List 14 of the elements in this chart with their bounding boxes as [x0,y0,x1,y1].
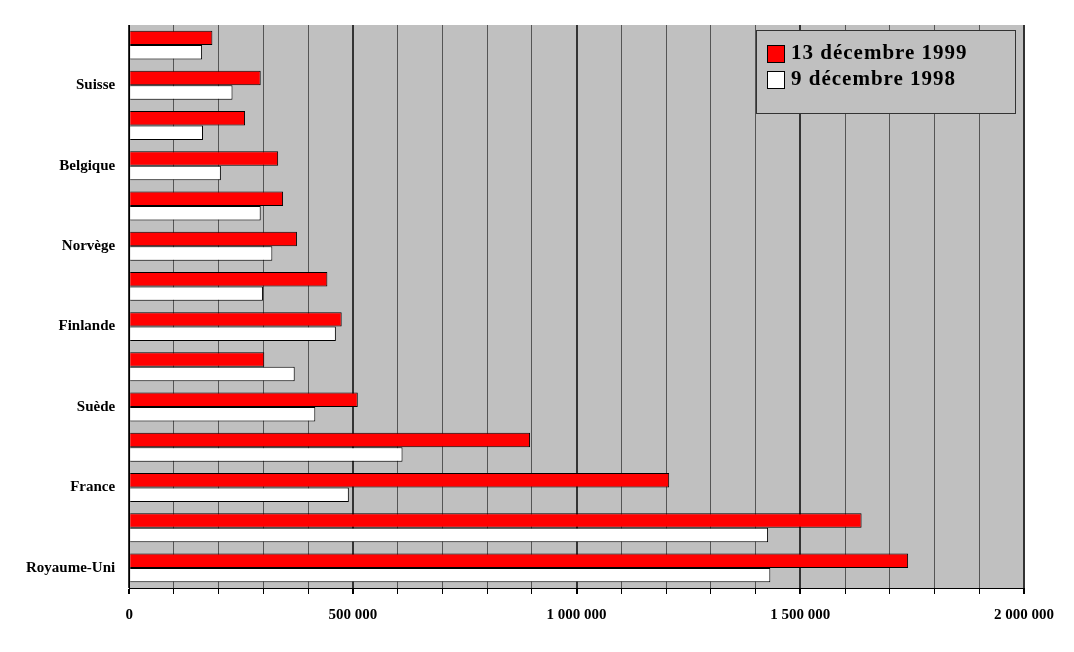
x-tick-label: 1 500 000 [770,605,831,622]
y-tick-label: Suède [76,397,116,414]
x-tick-label: 1 000 000 [546,605,607,622]
x-tick-label: 0 [125,605,133,622]
y-tick-label: Finlande [58,317,116,334]
legend-label: 13 décembre 1999 [791,39,968,65]
y-tick-label: Belgique [59,156,116,173]
x-tick-label: 2 000 000 [994,605,1054,622]
legend-label: 9 décembre 1998 [791,65,957,91]
x-tick-label: 500 000 [328,605,378,622]
y-tick-label: Royaume-Uni [25,558,116,575]
y-tick-label: Suisse [75,76,116,93]
y-tick-label: France [70,478,116,495]
y-tick-label: Norvège [61,237,116,254]
